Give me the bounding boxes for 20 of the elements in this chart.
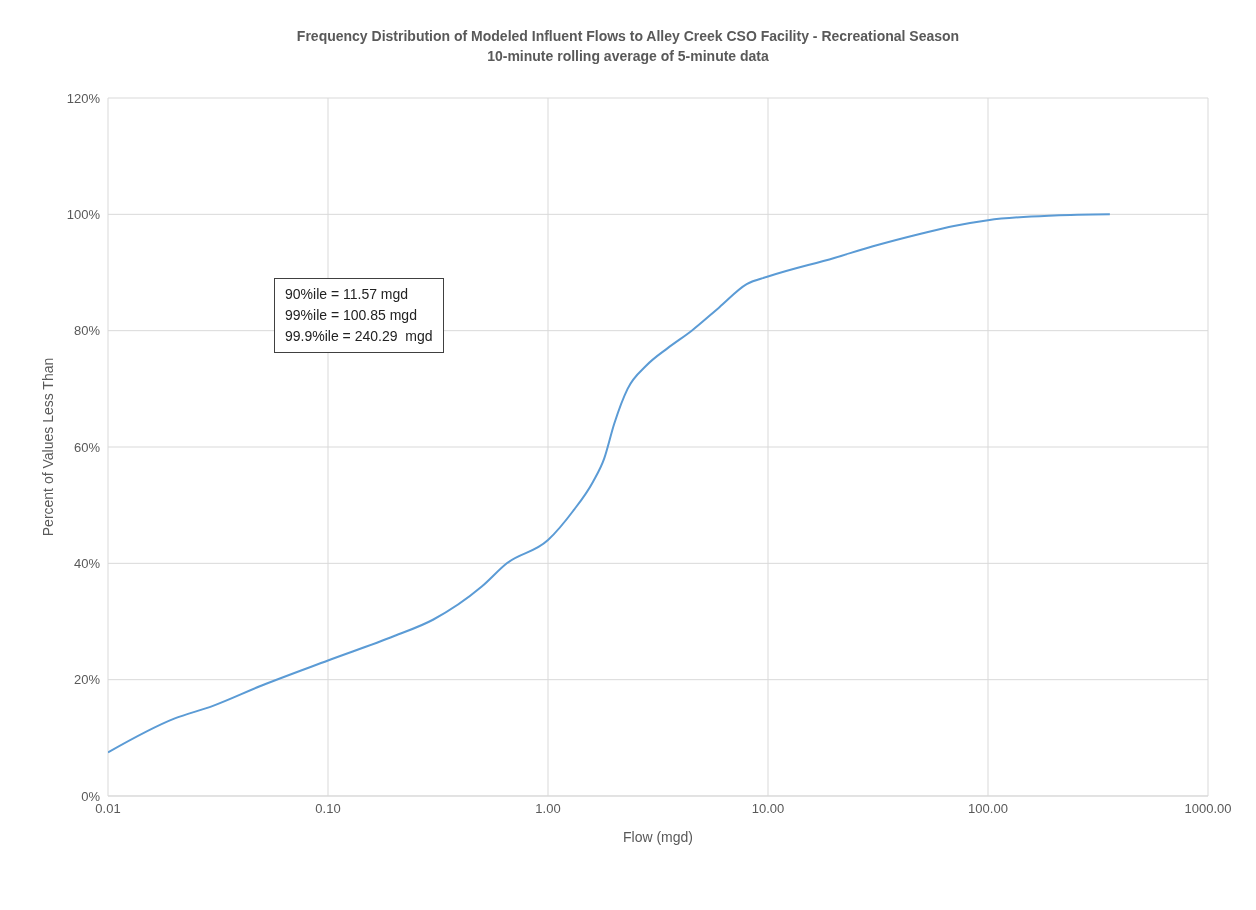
y-tick-label: 40% bbox=[73, 555, 101, 571]
y-tick-label: 120% bbox=[66, 90, 101, 106]
y-axis-title: Percent of Values Less Than bbox=[39, 357, 56, 537]
y-tick-label: 0% bbox=[81, 788, 101, 804]
y-tick-label: 100% bbox=[66, 206, 101, 222]
x-tick-label: 10.00 bbox=[751, 801, 785, 817]
x-tick-label: 1000.00 bbox=[1184, 801, 1232, 817]
x-tick-label: 0.10 bbox=[315, 801, 341, 817]
y-tick-label: 60% bbox=[73, 439, 101, 455]
y-tick-label: 80% bbox=[73, 323, 101, 339]
x-axis-title: Flow (mgd) bbox=[622, 829, 694, 845]
x-tick-label: 0.01 bbox=[95, 801, 121, 817]
chart-title: Frequency Distribution of Modeled Influent Flows to Alley Creek CSO Facility - Recreational Season bbox=[295, 27, 961, 46]
x-tick-label: 1.00 bbox=[535, 801, 561, 817]
annotation: 90%ile = 11.57 mgd bbox=[285, 285, 410, 304]
annotation: 99%ile = 100.85 mgd bbox=[285, 306, 418, 325]
annotation: 99.9%ile = 240.29 mgd bbox=[285, 327, 433, 346]
x-tick-label: 100.00 bbox=[968, 801, 1008, 817]
chart-subtitle: 10-minute rolling average of 5-minute data bbox=[486, 47, 770, 66]
y-tick-label: 20% bbox=[73, 672, 101, 688]
